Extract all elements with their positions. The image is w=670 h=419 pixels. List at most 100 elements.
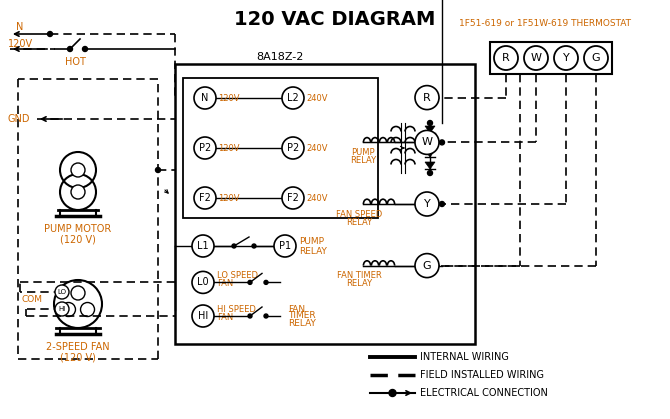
Circle shape: [194, 87, 216, 109]
Text: R: R: [423, 93, 431, 103]
Circle shape: [55, 302, 69, 316]
Bar: [183, 78, 378, 218]
Circle shape: [415, 253, 439, 278]
Circle shape: [55, 285, 69, 299]
Circle shape: [155, 168, 161, 173]
Polygon shape: [425, 126, 435, 133]
Circle shape: [282, 187, 304, 209]
Circle shape: [415, 130, 439, 154]
Circle shape: [192, 235, 214, 257]
Text: L1: L1: [197, 241, 209, 251]
Text: TIMER: TIMER: [288, 311, 316, 321]
Circle shape: [252, 244, 256, 248]
Text: 2-SPEED FAN: 2-SPEED FAN: [46, 342, 110, 352]
Text: HOT: HOT: [64, 57, 86, 67]
Circle shape: [282, 137, 304, 159]
Text: HI: HI: [58, 306, 66, 312]
Text: RELAY: RELAY: [299, 246, 327, 256]
Text: RELAY: RELAY: [346, 279, 372, 288]
Circle shape: [192, 272, 214, 293]
Text: L0: L0: [197, 277, 209, 287]
Circle shape: [440, 140, 444, 145]
Text: LO SPEED: LO SPEED: [217, 271, 258, 280]
Text: PUMP: PUMP: [299, 236, 324, 246]
Polygon shape: [425, 162, 435, 169]
Text: W: W: [531, 53, 541, 63]
Circle shape: [48, 31, 52, 36]
Text: FIELD INSTALLED WIRING: FIELD INSTALLED WIRING: [420, 370, 544, 380]
Text: N: N: [201, 93, 208, 103]
Bar: [175, 64, 475, 344]
Text: FAN: FAN: [217, 313, 233, 321]
Text: RELAY: RELAY: [288, 318, 316, 328]
Text: L2: L2: [287, 93, 299, 103]
Text: 120 VAC DIAGRAM: 120 VAC DIAGRAM: [234, 10, 436, 29]
Text: (120 V): (120 V): [60, 352, 96, 362]
Text: P2: P2: [199, 143, 211, 153]
Circle shape: [554, 46, 578, 70]
Bar: [490, 42, 612, 74]
Text: (120 V): (120 V): [60, 234, 96, 244]
Text: 8A18Z-2: 8A18Z-2: [257, 52, 304, 62]
Circle shape: [192, 305, 214, 327]
Text: R: R: [502, 53, 510, 63]
Text: HI: HI: [198, 311, 208, 321]
Text: F2: F2: [287, 193, 299, 203]
Circle shape: [427, 121, 433, 126]
Circle shape: [389, 390, 396, 396]
Text: W: W: [421, 137, 433, 147]
Text: 120V: 120V: [218, 93, 239, 103]
Circle shape: [232, 244, 236, 248]
Circle shape: [415, 85, 439, 110]
Text: PUMP MOTOR: PUMP MOTOR: [44, 224, 112, 234]
Circle shape: [584, 46, 608, 70]
Text: Y: Y: [563, 53, 570, 63]
Circle shape: [194, 137, 216, 159]
Polygon shape: [425, 150, 435, 157]
Text: 240V: 240V: [306, 194, 328, 202]
Circle shape: [264, 314, 268, 318]
Circle shape: [71, 185, 85, 199]
Text: FAN TIMER: FAN TIMER: [336, 271, 381, 280]
Text: 120V: 120V: [218, 143, 239, 153]
Text: F2: F2: [199, 193, 211, 203]
Circle shape: [282, 87, 304, 109]
Text: P2: P2: [287, 143, 299, 153]
Circle shape: [82, 47, 88, 52]
Text: PUMP: PUMP: [351, 148, 375, 157]
Circle shape: [427, 171, 433, 176]
Text: GND: GND: [8, 114, 31, 124]
Text: G: G: [592, 53, 600, 63]
Text: RELAY: RELAY: [350, 156, 376, 165]
Circle shape: [248, 280, 252, 285]
Text: G: G: [423, 261, 431, 271]
Circle shape: [274, 235, 296, 257]
Text: INTERNAL WIRING: INTERNAL WIRING: [420, 352, 509, 362]
Text: FAN: FAN: [288, 305, 305, 313]
Circle shape: [494, 46, 518, 70]
Text: FAN SPEED: FAN SPEED: [336, 210, 382, 218]
Text: FAN: FAN: [217, 279, 233, 288]
Text: RELAY: RELAY: [346, 217, 372, 227]
Circle shape: [71, 163, 85, 177]
Circle shape: [524, 46, 548, 70]
Text: 120V: 120V: [8, 39, 33, 49]
Text: Y: Y: [423, 199, 430, 209]
Circle shape: [248, 314, 252, 318]
Text: 240V: 240V: [306, 143, 328, 153]
Polygon shape: [425, 138, 435, 145]
Circle shape: [415, 192, 439, 216]
Circle shape: [194, 187, 216, 209]
Text: COM: COM: [22, 295, 43, 303]
Text: 120V: 120V: [218, 194, 239, 202]
Circle shape: [440, 202, 444, 207]
Text: P1: P1: [279, 241, 291, 251]
Text: N: N: [16, 22, 23, 32]
Text: 1F51-619 or 1F51W-619 THERMOSTAT: 1F51-619 or 1F51W-619 THERMOSTAT: [459, 19, 631, 28]
Text: 240V: 240V: [306, 93, 328, 103]
Text: LO: LO: [58, 289, 66, 295]
Text: ELECTRICAL CONNECTION: ELECTRICAL CONNECTION: [420, 388, 548, 398]
Circle shape: [68, 47, 72, 52]
Circle shape: [264, 280, 268, 285]
Text: HI SPEED: HI SPEED: [217, 305, 256, 313]
